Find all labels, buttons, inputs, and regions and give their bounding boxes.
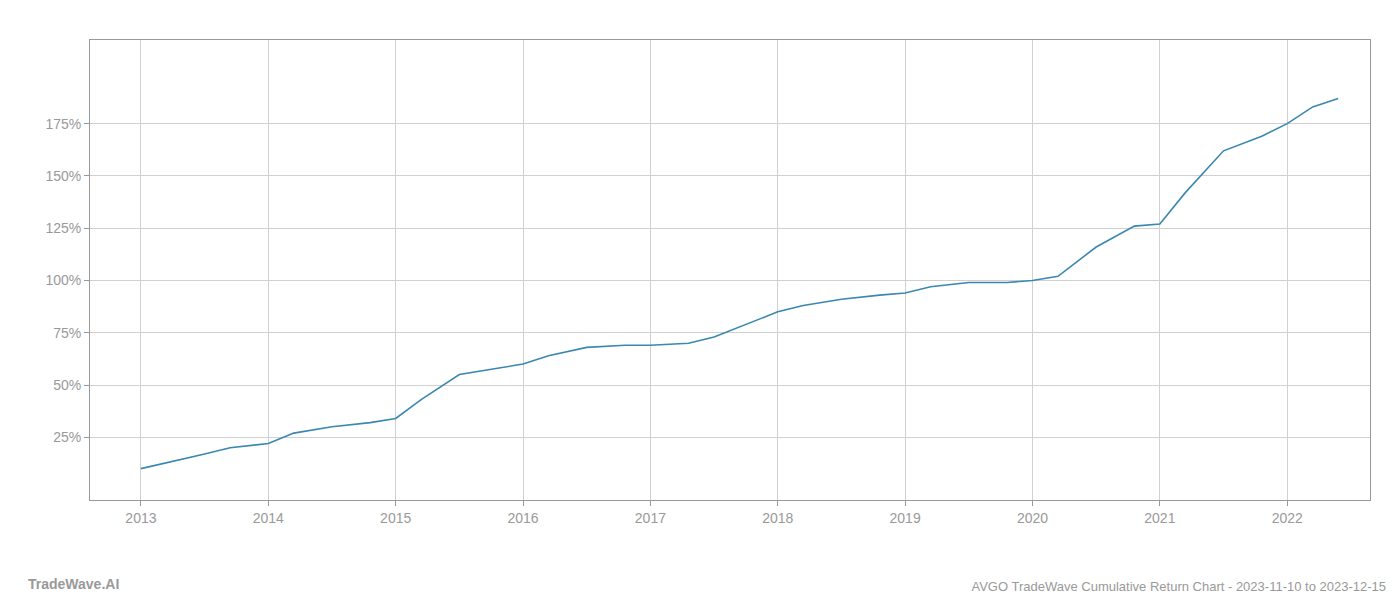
svg-text:50%: 50% [53, 377, 81, 393]
svg-text:TradeWave.AI: TradeWave.AI [28, 576, 119, 592]
svg-text:2015: 2015 [380, 510, 411, 526]
svg-text:175%: 175% [45, 116, 81, 132]
svg-text:2017: 2017 [635, 510, 666, 526]
svg-text:AVGO TradeWave Cumulative Retu: AVGO TradeWave Cumulative Return Chart -… [971, 579, 1386, 594]
svg-text:2018: 2018 [762, 510, 793, 526]
svg-text:2014: 2014 [253, 510, 284, 526]
svg-text:2019: 2019 [890, 510, 921, 526]
svg-text:2022: 2022 [1272, 510, 1303, 526]
svg-text:2020: 2020 [1017, 510, 1048, 526]
svg-text:75%: 75% [53, 325, 81, 341]
svg-text:25%: 25% [53, 429, 81, 445]
svg-text:125%: 125% [45, 220, 81, 236]
svg-text:2021: 2021 [1144, 510, 1175, 526]
svg-text:100%: 100% [45, 272, 81, 288]
svg-text:150%: 150% [45, 168, 81, 184]
svg-text:2013: 2013 [125, 510, 156, 526]
svg-text:2016: 2016 [507, 510, 538, 526]
